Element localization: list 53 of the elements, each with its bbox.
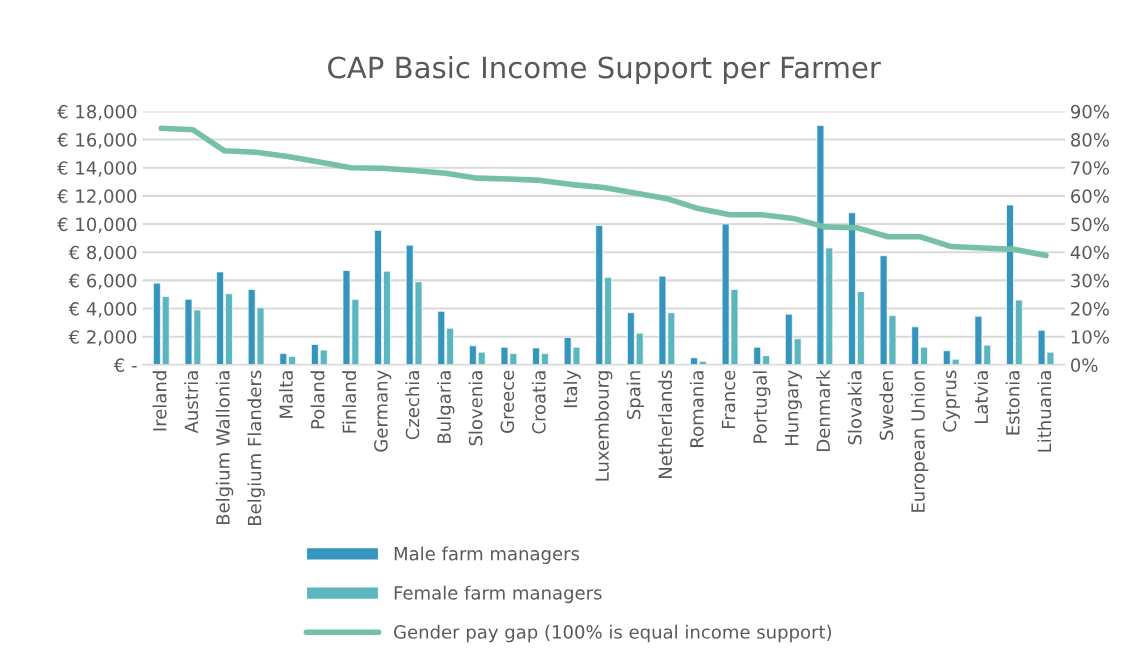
x-tick-label: Italy [563,370,581,408]
y2-tick-label: 70% [1071,161,1109,175]
x-tick-label: Slovakia [847,371,862,445]
y2-tick-label: 0% [1071,358,1098,372]
x-tick-label: Lithuania [1037,371,1052,452]
y-tick-label: € 8,000 [68,245,137,262]
y2-tick-label: 30% [1071,273,1109,288]
x-tick-label: Sweden [879,371,894,440]
y-tick-label: € 6,000 [68,273,137,290]
y2-tick-label: 90% [1070,104,1109,119]
y2-tick-label: 60% [1071,189,1109,203]
x-tick-label: Ireland [152,371,167,431]
x-tick-label: Malta [278,371,293,418]
y-tick-label: € 18,000 [57,104,137,121]
x-tick-label: European Union [910,371,929,512]
y-tick-label: € 16,000 [57,133,137,149]
legend-label: Female farm managers [394,585,602,604]
x-tick-label: Portugal [752,371,771,443]
y2-tick-label: 20% [1071,301,1109,316]
y-tick-label: € 10,000 [57,217,137,233]
x-tick-label: Hungary [785,370,802,446]
x-tick-label: Latvia [974,371,989,423]
y-tick-label: € 4,000 [68,301,137,318]
y-tick-label: € - [113,358,137,372]
x-tick-label: Estonia [1005,371,1020,435]
x-tick-label: Luxembourg [594,371,613,481]
x-tick-label: Croatia [531,371,546,434]
x-tick-label: Slovenia [468,371,483,446]
x-tick-label: Belgium Flanders [247,370,265,526]
x-tick-label: Finland [342,371,357,433]
x-tick-label: France [721,370,736,428]
chart-title: CAP Basic Income Support per Farmer [328,55,881,85]
y2-tick-label: 80% [1071,133,1109,147]
x-tick-label: Czechia [405,371,420,440]
x-tick-label: Spain [626,371,644,419]
y2-tick-label: 10% [1071,330,1109,344]
y-tick-label: € 2,000 [68,330,137,346]
x-tick-label: Bulgaria [436,371,455,443]
y2-tick-label: 50% [1071,217,1109,232]
y-tick-label: € 14,000 [57,161,137,177]
x-tick-label: Austria [184,371,199,434]
x-tick-label: Romania [689,371,704,447]
legend-label: Gender pay gap (100% is equal income support) [394,624,832,643]
x-tick-label: Netherlands [658,370,673,478]
y-tick-label: € 12,000 [57,189,137,205]
legend-label: Male farm managers [394,546,580,564]
x-tick-label: Cyprus [942,370,960,432]
x-tick-label: Belgium Wallonia [215,371,234,525]
x-tick-label: Poland [310,371,325,429]
x-tick-label: Germany [374,370,392,452]
x-tick-label: Denmark [816,369,831,451]
x-tick-label: Greece [500,370,515,433]
y2-tick-label: 40% [1070,245,1109,260]
